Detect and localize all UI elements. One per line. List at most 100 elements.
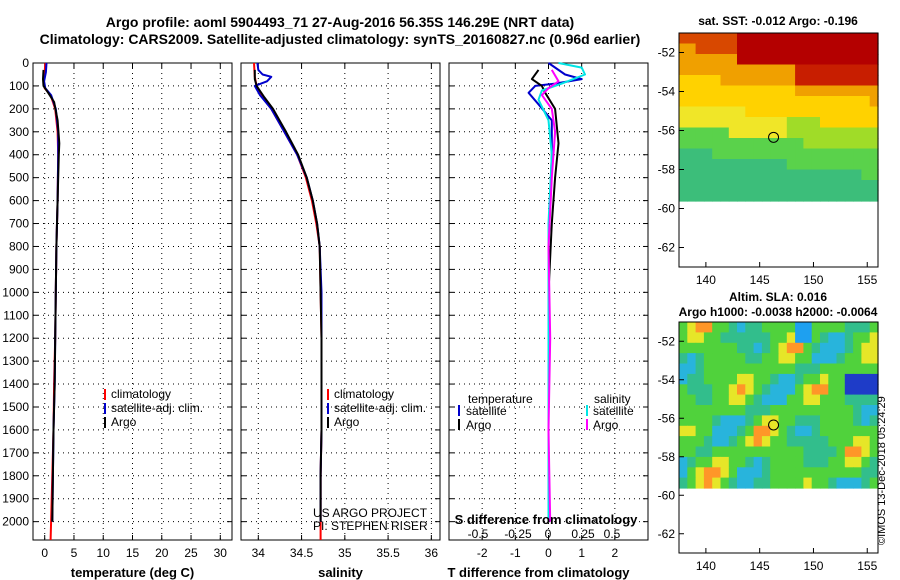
sst-map-cell <box>687 127 697 139</box>
sst-map-cell <box>869 75 879 87</box>
sla-map-cell <box>712 373 722 385</box>
sla-map-cell <box>745 436 755 448</box>
sla-map-cell <box>720 456 730 468</box>
sla-map-cell <box>679 446 688 458</box>
sst-map-cell <box>869 64 879 76</box>
sst-map-cell <box>720 96 730 108</box>
sst-map-cell <box>753 54 763 66</box>
sst-map-cell <box>869 96 879 108</box>
sla-map-cell <box>828 342 838 354</box>
sla-map-cell <box>737 456 746 468</box>
xtick-label-temperature: 25 <box>184 546 198 560</box>
sst-map-cell <box>811 127 821 139</box>
sst-map-cell <box>703 85 713 97</box>
sla-profile-marker <box>768 419 780 431</box>
sla-map-cell <box>811 332 821 344</box>
ytick-label: 700 <box>9 217 29 231</box>
sla-map-cell <box>720 342 730 354</box>
sst-map-cell <box>844 54 854 66</box>
sla-map-cell <box>869 467 879 479</box>
sst-map-cell <box>861 96 871 108</box>
ytick-label: 300 <box>9 125 29 139</box>
sst-map-cell <box>786 64 796 76</box>
sst-map-cell <box>687 64 697 76</box>
sla-map-cell <box>803 477 813 489</box>
sst-map-cell <box>844 85 854 97</box>
sla-map-cell <box>869 363 879 375</box>
sla-map-cell <box>728 436 738 448</box>
sla-map-cell <box>695 456 705 468</box>
sst-map-cell <box>745 106 755 118</box>
sla-map-cell <box>687 342 697 354</box>
sst-map-cell <box>720 180 730 192</box>
sla-map-cell <box>811 373 821 385</box>
sla-map-cell <box>728 353 738 365</box>
sla-map-cell <box>778 467 788 479</box>
sla-map-cell <box>853 456 862 468</box>
sla-map-cell <box>811 384 821 396</box>
sst-map-cell <box>844 190 854 202</box>
sla-map-cell <box>753 477 763 489</box>
sst-map-cell <box>795 54 804 66</box>
sst-map-cell <box>737 117 746 129</box>
sla-map-title-line-1: Altim. SLA: 0.016 <box>728 290 828 304</box>
sla-map-cell <box>795 415 804 427</box>
sst-map-cell <box>687 85 697 97</box>
sla-map-cell <box>703 353 713 365</box>
sst-map-cell <box>703 33 713 45</box>
sla-map-cell <box>795 425 804 437</box>
sla-map-cell <box>745 415 755 427</box>
sla-map-cell <box>820 456 829 468</box>
sla-map-cell <box>712 405 722 416</box>
sla-map-cell <box>745 467 755 479</box>
sst-map-cell <box>795 148 804 160</box>
sst-ytick-label: -54 <box>658 85 676 99</box>
sst-map-cell <box>720 148 730 160</box>
sst-map-cell <box>836 33 846 45</box>
sst-map-cell <box>728 54 738 66</box>
sst-map-cell <box>803 169 813 181</box>
sla-map-cell <box>703 415 713 427</box>
sst-map-cell <box>745 117 755 129</box>
sla-map-cell <box>761 425 771 437</box>
sla-map-cell <box>753 425 763 437</box>
sst-map-cell <box>753 159 763 171</box>
legend-label: Argo <box>593 418 619 432</box>
series-line-S-Argo <box>540 69 560 522</box>
sla-map-cell <box>786 425 796 437</box>
sst-map-cell <box>820 33 829 45</box>
sst-map-cell <box>811 117 821 129</box>
sla-map-cell <box>869 342 879 354</box>
sla-map-cell <box>728 467 738 479</box>
sst-map-cell <box>695 190 705 202</box>
sla-map-cell <box>703 446 713 458</box>
sst-map-cell <box>737 138 746 150</box>
sla-map-cell <box>786 436 796 448</box>
sla-map-cell <box>869 436 879 448</box>
sla-map-cell <box>820 477 829 489</box>
sla-map-cell <box>853 342 862 354</box>
sla-map-cell <box>853 467 862 479</box>
sst-map-cell <box>737 43 746 55</box>
sla-map-cell <box>853 363 862 375</box>
sst-map-cell <box>761 190 771 202</box>
xtick-label-difference: -1 <box>510 546 521 560</box>
sla-map-cell <box>761 332 771 344</box>
sla-map-cell <box>836 436 846 448</box>
sla-map-cell <box>828 353 838 365</box>
sst-map-cell <box>712 64 722 76</box>
xtick-label-difference: -2 <box>477 546 488 560</box>
sla-map-cell <box>695 322 705 333</box>
sla-map-cell <box>745 446 755 458</box>
sst-map-cell <box>795 117 804 129</box>
sst-map-cell <box>695 127 705 139</box>
sla-map-cell <box>687 415 697 427</box>
sla-ytick-label: -60 <box>658 488 676 502</box>
xtick-label-temperature: 30 <box>214 546 228 560</box>
sla-map-cell <box>737 467 746 479</box>
sla-map-cell <box>695 436 705 448</box>
sla-map-cell <box>778 322 788 333</box>
sst-map-cell <box>820 64 829 76</box>
sla-map-cell <box>795 353 804 365</box>
sla-map-cell <box>712 384 722 396</box>
